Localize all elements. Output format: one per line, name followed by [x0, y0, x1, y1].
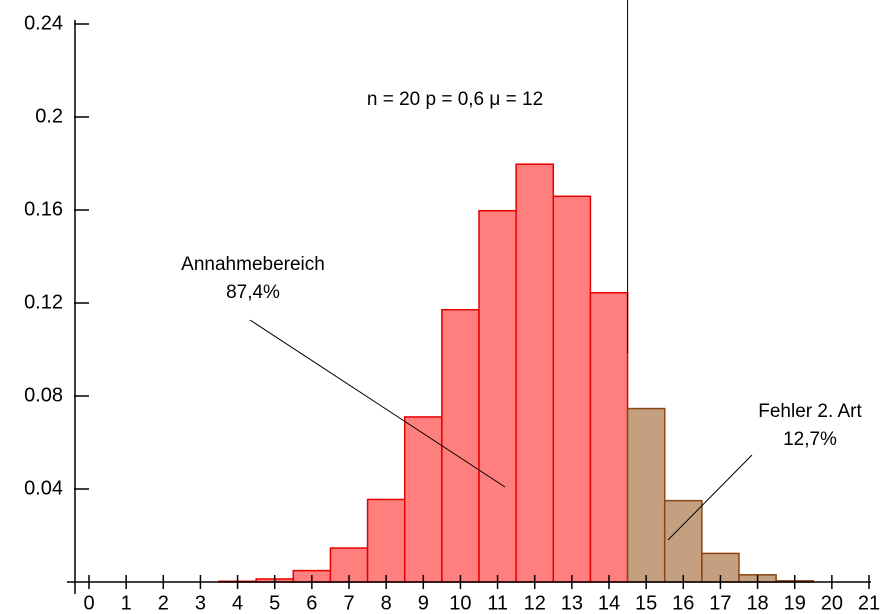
pointer: [249, 319, 506, 488]
x-tick-label: 3: [195, 592, 206, 614]
annotation: 87,4%: [226, 282, 280, 303]
x-tick-label: 9: [418, 592, 429, 614]
x-tick-label: 1: [121, 592, 132, 614]
y-tick-label: 0.08: [24, 384, 63, 406]
bar: [589, 292, 629, 583]
y-tick-label: 0.04: [24, 477, 63, 499]
x-tick-label: 11: [487, 592, 508, 614]
x-tick-label: 17: [709, 592, 731, 614]
annotation: Annahmebereich: [181, 254, 325, 275]
bar: [478, 209, 517, 583]
x-tick-label: 18: [746, 592, 768, 614]
annotation: 12,7%: [783, 429, 837, 450]
x-tick-label: 0: [83, 592, 94, 614]
x-tick-label: 15: [635, 592, 657, 614]
x-tick-label: 10: [449, 592, 471, 614]
x-tick-label: 6: [306, 592, 317, 614]
x-tick-label: 7: [343, 592, 354, 614]
y-tick-label: 0.16: [24, 198, 63, 220]
bar: [626, 407, 666, 583]
parameters: n = 20 p = 0,6 μ = 12: [367, 89, 543, 110]
bar: [552, 195, 592, 583]
x-tick-label: 4: [232, 592, 243, 614]
x-tick-label: 16: [672, 592, 694, 614]
x-tick-label: 13: [561, 592, 583, 614]
x-tick-label: 14: [598, 592, 620, 614]
x-tick-label: 2: [158, 592, 169, 614]
bar: [366, 498, 406, 583]
bar: [663, 499, 703, 583]
x-tick-label: 8: [381, 592, 392, 614]
y-tick-label: 0.12: [24, 291, 63, 313]
bar: [515, 163, 555, 583]
bar: [441, 308, 480, 583]
x-tick-label: 21: [858, 592, 880, 614]
x-tick-label: 5: [269, 592, 280, 614]
x-tick-label: 20: [821, 592, 843, 614]
x-tick-label: 12: [524, 592, 546, 614]
annotation: Fehler 2. Art: [758, 401, 862, 422]
pointer: [667, 454, 753, 541]
y-tick-label: 0.24: [24, 12, 63, 34]
y-tick-label: 0.2: [35, 105, 63, 127]
x-tick-label: 19: [784, 592, 806, 614]
